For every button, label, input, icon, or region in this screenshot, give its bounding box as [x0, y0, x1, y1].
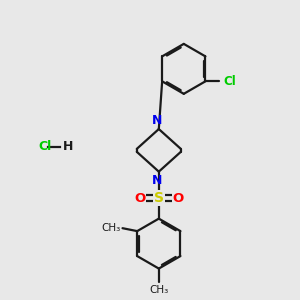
Text: Cl: Cl: [223, 75, 236, 88]
Text: S: S: [154, 191, 164, 205]
Text: Cl: Cl: [38, 140, 52, 153]
Text: N: N: [152, 174, 163, 187]
Text: CH₃: CH₃: [101, 223, 120, 233]
Text: O: O: [172, 192, 184, 205]
Text: N: N: [152, 114, 163, 127]
Text: H: H: [63, 140, 74, 153]
Text: CH₃: CH₃: [149, 285, 168, 295]
Text: O: O: [134, 192, 145, 205]
